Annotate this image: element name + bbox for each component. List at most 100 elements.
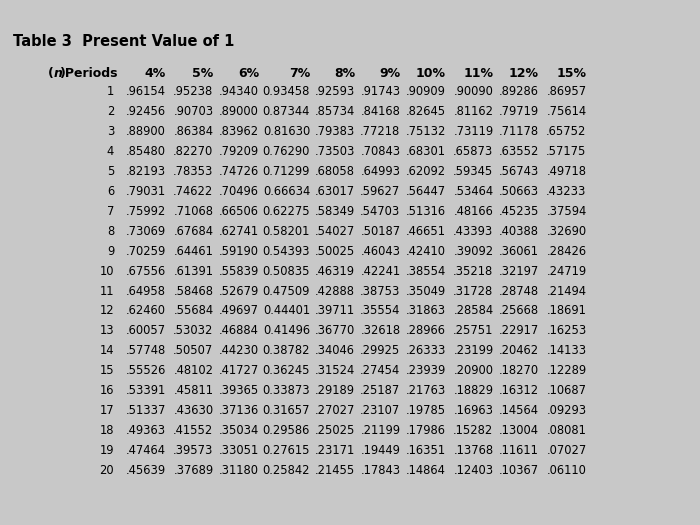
Text: 5%: 5% [193, 67, 214, 80]
Text: .84168: .84168 [360, 105, 400, 118]
Text: 0.41496: 0.41496 [263, 324, 310, 338]
Text: .26333: .26333 [405, 344, 446, 358]
Text: .20900: .20900 [454, 364, 494, 377]
Text: 0.54393: 0.54393 [262, 245, 310, 258]
Text: 0.47509: 0.47509 [262, 285, 310, 298]
Text: .90909: .90909 [406, 85, 446, 98]
Text: .13004: .13004 [499, 424, 539, 437]
Text: .32690: .32690 [547, 225, 587, 238]
Text: 12%: 12% [509, 67, 539, 80]
Text: n: n [53, 67, 62, 80]
Text: .79383: .79383 [314, 125, 355, 138]
Text: .70496: .70496 [219, 185, 259, 198]
Text: .54703: .54703 [360, 205, 400, 218]
Text: 0.71299: 0.71299 [262, 165, 310, 178]
Text: .90090: .90090 [454, 85, 494, 98]
Text: 11: 11 [99, 285, 114, 298]
Text: .09293: .09293 [547, 404, 587, 417]
Text: Table 3  Present Value of 1: Table 3 Present Value of 1 [13, 34, 234, 49]
Text: 12: 12 [99, 304, 114, 318]
Text: .23939: .23939 [406, 364, 446, 377]
Text: .75132: .75132 [405, 125, 446, 138]
Text: 15%: 15% [556, 67, 587, 80]
Text: 7%: 7% [289, 67, 310, 80]
Text: .49363: .49363 [126, 424, 166, 437]
Text: .59190: .59190 [219, 245, 259, 258]
Text: .50507: .50507 [174, 344, 214, 358]
Text: 19: 19 [99, 444, 114, 457]
Text: 4%: 4% [145, 67, 166, 80]
Text: .28748: .28748 [499, 285, 539, 298]
Text: .56743: .56743 [498, 165, 539, 178]
Text: .21494: .21494 [547, 285, 587, 298]
Text: .55526: .55526 [125, 364, 166, 377]
Text: .57175: .57175 [546, 145, 587, 158]
Text: .27027: .27027 [314, 404, 355, 417]
Text: 11%: 11% [463, 67, 494, 80]
Text: .29189: .29189 [315, 384, 355, 397]
Text: .46651: .46651 [406, 225, 446, 238]
Text: .68058: .68058 [315, 165, 355, 178]
Text: .85734: .85734 [314, 105, 355, 118]
Text: 13: 13 [99, 324, 114, 338]
Text: .49697: .49697 [219, 304, 259, 318]
Text: .25751: .25751 [453, 324, 494, 338]
Text: .10687: .10687 [547, 384, 587, 397]
Text: 0.29586: 0.29586 [262, 424, 310, 437]
Text: .39092: .39092 [454, 245, 494, 258]
Text: .92456: .92456 [126, 105, 166, 118]
Text: .79031: .79031 [126, 185, 166, 198]
Text: 9%: 9% [379, 67, 400, 80]
Text: (: ( [48, 67, 53, 80]
Text: .21455: .21455 [314, 464, 355, 477]
Text: .86384: .86384 [174, 125, 214, 138]
Text: .45639: .45639 [126, 464, 166, 477]
Text: .14864: .14864 [406, 464, 446, 477]
Text: .16312: .16312 [499, 384, 539, 397]
Text: .88900: .88900 [126, 125, 166, 138]
Text: 0.81630: 0.81630 [263, 125, 310, 138]
Text: .38554: .38554 [406, 265, 446, 278]
Text: .62741: .62741 [219, 225, 259, 238]
Text: .53032: .53032 [173, 324, 214, 338]
Text: .73119: .73119 [454, 125, 494, 138]
Text: .83962: .83962 [219, 125, 259, 138]
Text: .16351: .16351 [406, 444, 446, 457]
Text: .37689: .37689 [174, 464, 214, 477]
Text: .17986: .17986 [406, 424, 446, 437]
Text: .67556: .67556 [126, 265, 166, 278]
Text: .42241: .42241 [360, 265, 400, 278]
Text: 6%: 6% [238, 67, 259, 80]
Text: .67684: .67684 [174, 225, 214, 238]
Text: .74726: .74726 [218, 165, 259, 178]
Text: .23107: .23107 [360, 404, 400, 417]
Text: .35554: .35554 [360, 304, 400, 318]
Text: 8: 8 [107, 225, 114, 238]
Text: 0.33873: 0.33873 [262, 384, 310, 397]
Text: .50025: .50025 [314, 245, 355, 258]
Text: .43393: .43393 [454, 225, 494, 238]
Text: .29925: .29925 [360, 344, 400, 358]
Text: .22917: .22917 [498, 324, 539, 338]
Text: .32197: .32197 [498, 265, 539, 278]
Text: 0.27615: 0.27615 [262, 444, 310, 457]
Text: .10367: .10367 [499, 464, 539, 477]
Text: .79209: .79209 [219, 145, 259, 158]
Text: .48102: .48102 [174, 364, 214, 377]
Text: .06110: .06110 [547, 464, 587, 477]
Text: .64958: .64958 [126, 285, 166, 298]
Text: .39573: .39573 [173, 444, 214, 457]
Text: .37594: .37594 [547, 205, 587, 218]
Text: .96154: .96154 [126, 85, 166, 98]
Text: .39711: .39711 [315, 304, 355, 318]
Text: 0.38782: 0.38782 [262, 344, 310, 358]
Text: .25668: .25668 [499, 304, 539, 318]
Text: .55684: .55684 [174, 304, 214, 318]
Text: .14564: .14564 [499, 404, 539, 417]
Text: .35049: .35049 [406, 285, 446, 298]
Text: .78353: .78353 [173, 165, 214, 178]
Text: .51316: .51316 [406, 205, 446, 218]
Text: .74622: .74622 [174, 185, 214, 198]
Text: 1: 1 [107, 85, 114, 98]
Text: 0.44401: 0.44401 [263, 304, 310, 318]
